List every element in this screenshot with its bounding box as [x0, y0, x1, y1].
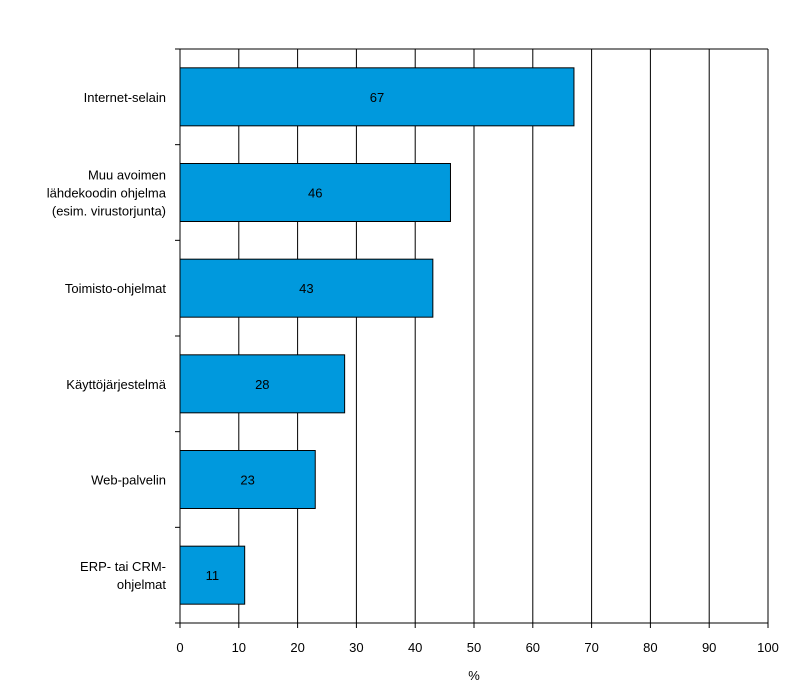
x-tick-label-100: 100 [757, 640, 779, 655]
x-tick-label-90: 90 [702, 640, 716, 655]
x-tick-label-10: 10 [232, 640, 246, 655]
bar-2 [179, 258, 434, 318]
bar-1 [179, 163, 451, 222]
category-label-line: (esim. virustorjunta) [52, 204, 166, 219]
bar-value-label-5: 11 [206, 568, 220, 583]
category-label-0: Internet-selain [84, 90, 166, 105]
category-label-line: Internet-selain [84, 90, 166, 105]
x-axis-title: % [468, 668, 480, 683]
bar-value-label-2: 43 [299, 281, 313, 296]
x-tick-label-0: 0 [176, 640, 183, 655]
bars: 67 46 43 28 23 11 [179, 67, 575, 605]
category-label-1: Muu avoimen lähdekoodin ohjelma (esim. vir… [47, 168, 167, 219]
category-label-line: Toimisto-ohjelmat [65, 281, 167, 296]
category-label-line: ERP- tai CRM- [80, 559, 166, 574]
bar-value-label-3: 28 [255, 377, 269, 392]
category-labels: Internet-selain Muu avoimen lähdekoodin oh… [47, 90, 167, 592]
x-tick-label-30: 30 [349, 640, 363, 655]
category-label-2: Toimisto-ohjelmat [65, 281, 167, 296]
x-tick-label-60: 60 [526, 640, 540, 655]
x-tick-label-50: 50 [467, 640, 481, 655]
gridlines [180, 48, 769, 623]
category-label-5: ERP- tai CRM-ohjelmat [80, 559, 166, 592]
bar-4 [179, 450, 316, 509]
category-label-line: Käyttöjärjestelmä [66, 377, 166, 392]
category-label-4: Web-palvelin [91, 473, 166, 488]
x-tick-label-40: 40 [408, 640, 422, 655]
bar-value-label-0: 67 [370, 90, 384, 105]
category-label-line: Muu avoimen [88, 168, 166, 183]
bar-0 [179, 67, 575, 127]
x-tick-label-20: 20 [290, 640, 304, 655]
axes [175, 48, 769, 628]
bar-3 [179, 354, 346, 414]
x-tick-labels: 0 10 20 30 40 50 60 70 80 90 100 [176, 640, 778, 655]
category-label-line: ohjelmat [117, 577, 167, 592]
category-label-line: Web-palvelin [91, 473, 166, 488]
bar-5 [179, 545, 246, 605]
bar-value-label-4: 23 [240, 473, 254, 488]
category-label-3: Käyttöjärjestelmä [66, 377, 166, 392]
category-label-line: lähdekoodin ohjelma [47, 186, 167, 201]
x-tick-label-70: 70 [584, 640, 598, 655]
x-tick-label-80: 80 [643, 640, 657, 655]
bar-value-label-1: 46 [308, 186, 322, 201]
